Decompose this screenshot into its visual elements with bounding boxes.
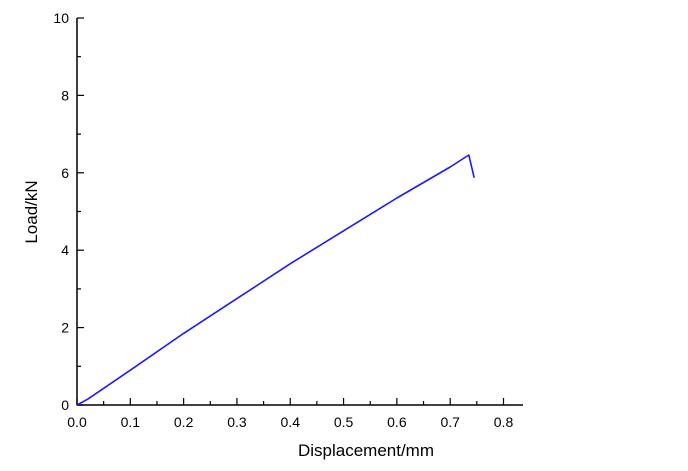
axes xyxy=(76,18,523,406)
x-tick-label: 0.6 xyxy=(387,414,407,430)
ticks: 0.0 0.1 0.2 0.3 0.4 0.5 0.6 0.7 0.8 0 2 4 6 8 10 xyxy=(53,10,513,430)
x-tick-label: 0.0 xyxy=(67,414,87,430)
y-tick-label: 6 xyxy=(61,165,69,181)
y-tick-label: 8 xyxy=(61,87,69,103)
x-tick-label: 0.8 xyxy=(494,414,514,430)
series xyxy=(76,154,475,406)
x-tick-label: 0.1 xyxy=(121,414,141,430)
x-axis-label: Displacement/mm xyxy=(298,441,434,460)
x-tick-label: 0.4 xyxy=(281,414,301,430)
y-tick-label: 10 xyxy=(53,10,69,26)
x-tick-label: 0.2 xyxy=(174,414,194,430)
x-tick-label: 0.7 xyxy=(440,414,460,430)
load-displacement-line xyxy=(76,154,475,406)
y-axis-label: Load/kN xyxy=(22,180,41,243)
y-tick-label: 0 xyxy=(61,397,69,413)
y-tick-label: 4 xyxy=(61,242,69,258)
x-tick-label: 0.3 xyxy=(227,414,247,430)
y-tick-label: 2 xyxy=(61,320,69,336)
x-tick-label: 0.5 xyxy=(334,414,354,430)
